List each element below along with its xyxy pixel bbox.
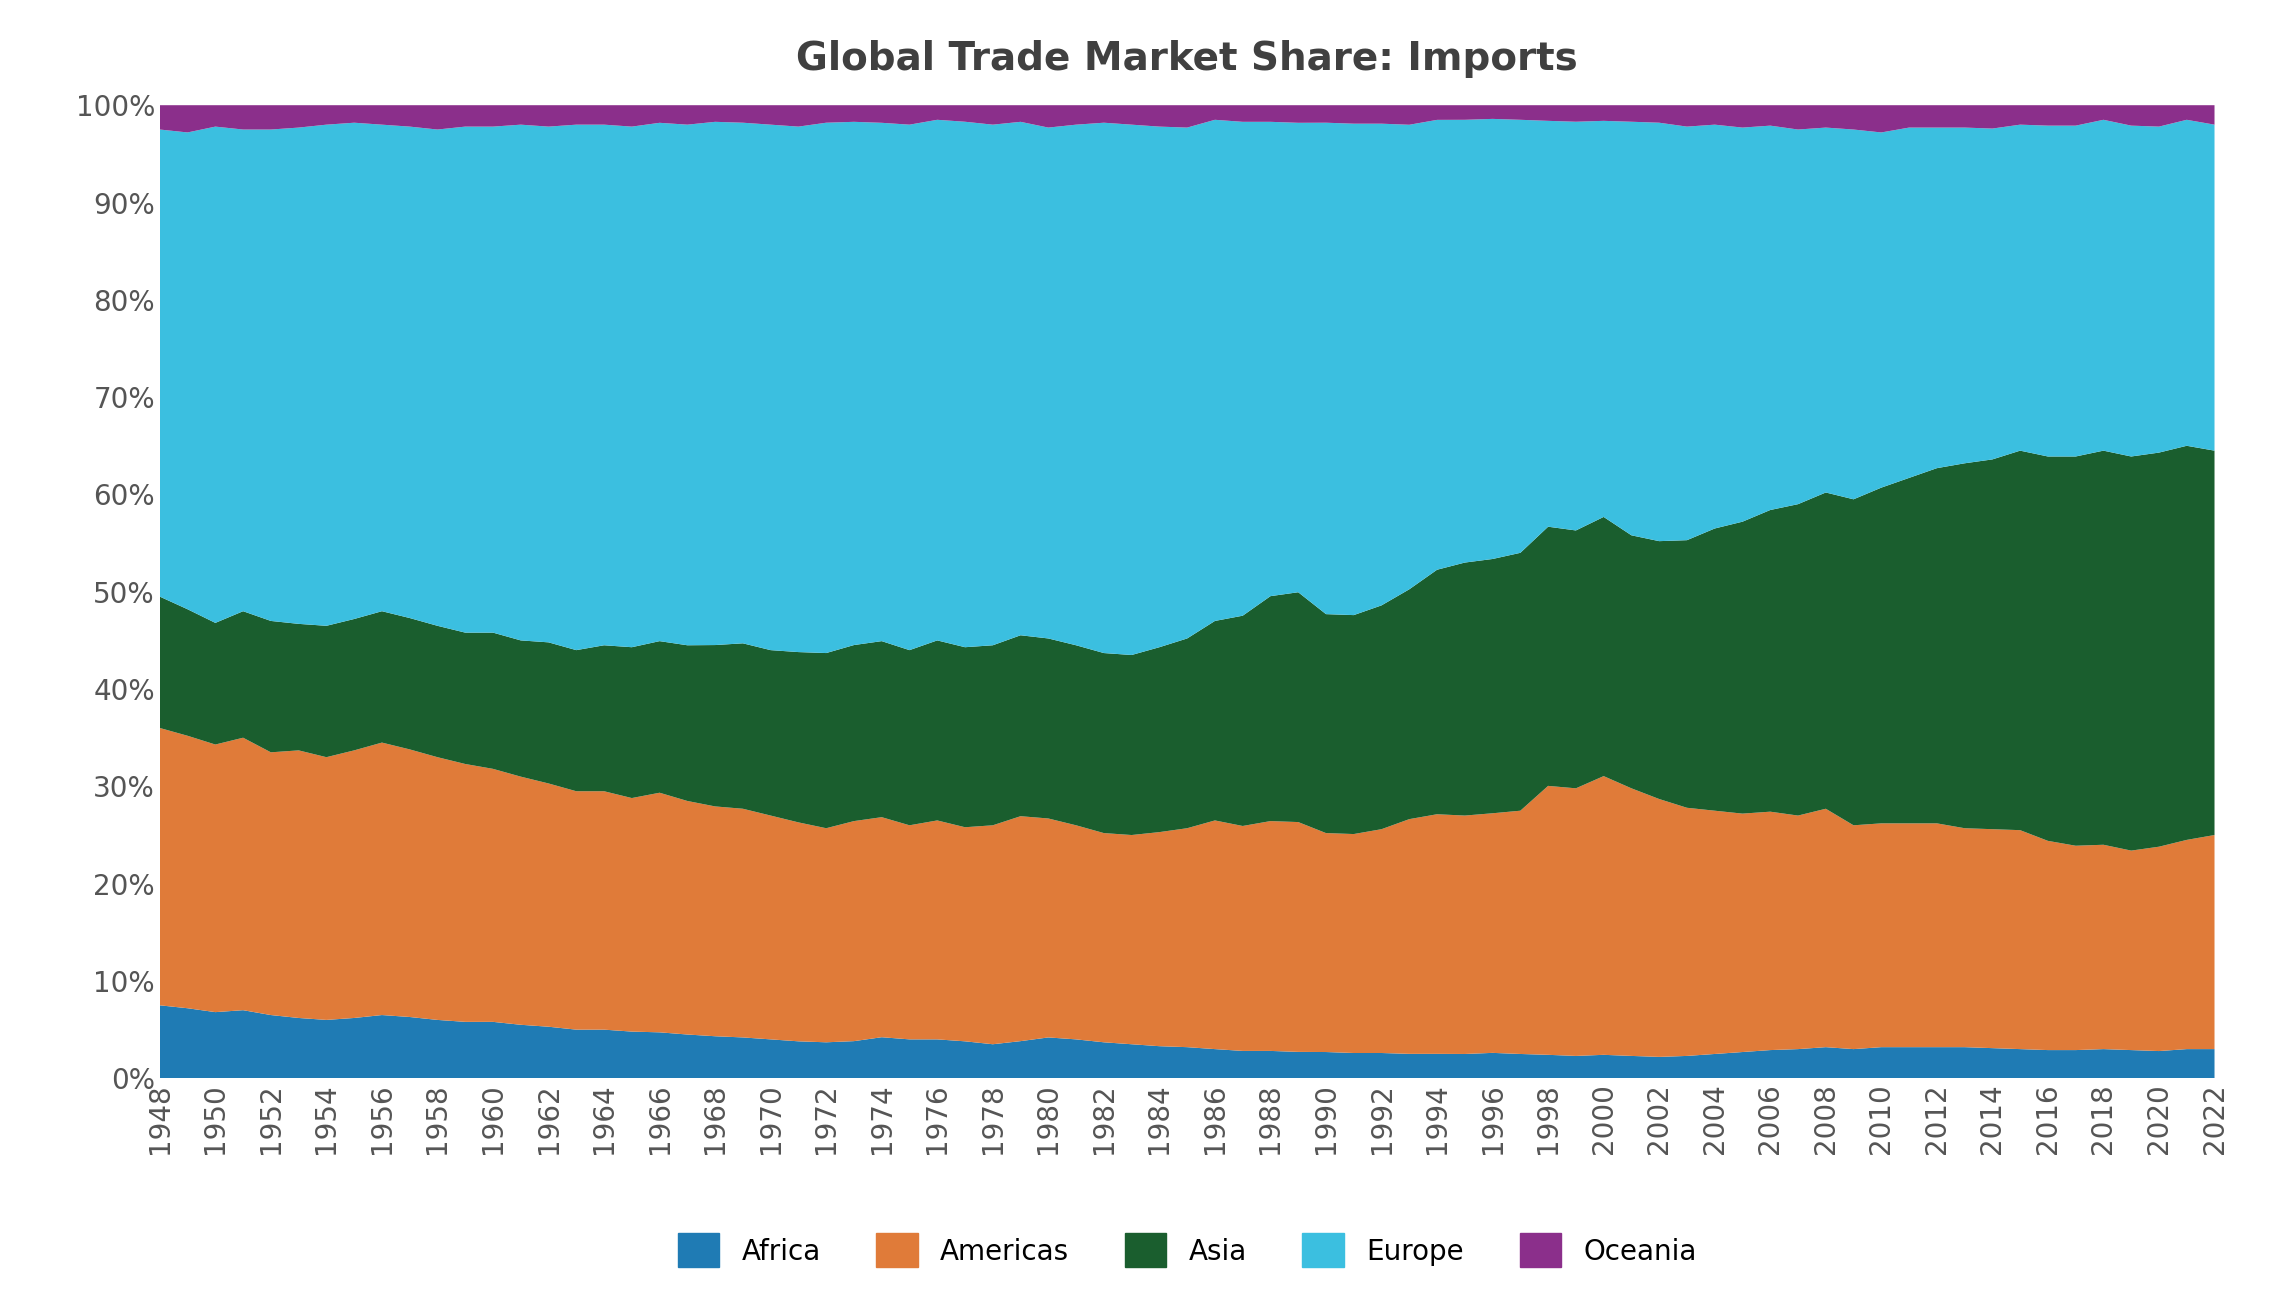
Title: Global Trade Market Share: Imports: Global Trade Market Share: Imports bbox=[797, 41, 1578, 79]
Legend: Africa, Americas, Asia, Europe, Oceania: Africa, Americas, Asia, Europe, Oceania bbox=[667, 1223, 1708, 1278]
